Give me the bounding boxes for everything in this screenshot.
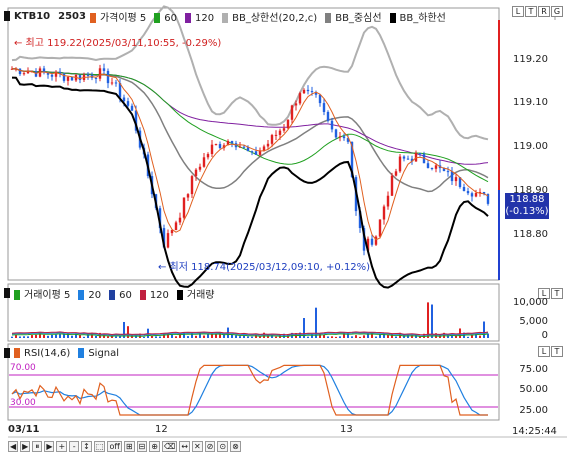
toolbar-button[interactable]: ⊙ bbox=[217, 440, 229, 452]
y-tick-label: 119.20 bbox=[513, 54, 548, 65]
indicator-legend-items: 가격이평 5 60 120 BB_상한선(20,2,c) BB_중심선 BB_하한선 bbox=[89, 9, 454, 24]
y-tick-label: 50.00 bbox=[519, 384, 548, 395]
main-legend: KTB10 2503 가격이평 5 60 120 BB_상한선(20,2,c) BB_중… bbox=[4, 9, 458, 24]
panel-option-button[interactable]: T bbox=[525, 6, 537, 17]
panel-option-button[interactable]: R bbox=[538, 6, 550, 17]
toolbar-button[interactable]: off bbox=[107, 440, 122, 452]
panel-option-button[interactable]: T bbox=[551, 346, 563, 357]
bb-lower-line bbox=[11, 76, 489, 289]
y-tick-label: 0 bbox=[541, 330, 548, 341]
y-tick-label: 25.00 bbox=[519, 405, 548, 416]
panel-option-button[interactable]: L bbox=[538, 346, 550, 357]
toolbar-button[interactable]: ⊗ bbox=[230, 440, 241, 452]
rsi-lines bbox=[9, 364, 498, 416]
low-annotation: ← 최저 118.74(2025/03/12,09:10, +0.12%) bbox=[158, 262, 371, 273]
toolbar-button[interactable]: ⬚ bbox=[93, 440, 106, 452]
bb-middle-line bbox=[11, 67, 489, 193]
volume_panel-legend-item[interactable]: 20 bbox=[78, 289, 105, 301]
x-time: 14:25:44 bbox=[512, 426, 557, 437]
rsi-level-low: 30.00 bbox=[10, 398, 36, 408]
toolbar-button[interactable]: ↕ bbox=[81, 440, 92, 452]
volume_panel-legend-item[interactable]: 60 bbox=[109, 289, 136, 301]
ma60-line bbox=[11, 68, 489, 183]
high-annotation: ← 최고 119.22(2025/03/11,10:55, -0.29%) bbox=[14, 38, 222, 49]
y-tick-label: 75.00 bbox=[519, 364, 548, 375]
current-price-tag: 118.88 (-0.13%) bbox=[505, 193, 549, 219]
bb-upper-line bbox=[11, 5, 489, 141]
x-label-day2: 12 bbox=[155, 424, 168, 435]
panel-option-button[interactable]: L bbox=[538, 288, 550, 299]
y-tick-label: 118.90 bbox=[513, 185, 548, 196]
toolbar-button[interactable]: ▶ bbox=[44, 440, 55, 452]
main_panel-legend-item[interactable]: 120 bbox=[185, 12, 218, 24]
toolbar-button[interactable]: ⊟ bbox=[136, 440, 148, 452]
toolbar-button[interactable]: ◀ bbox=[8, 440, 19, 452]
current-change: (-0.13%) bbox=[505, 206, 549, 217]
toolbar-button[interactable]: - bbox=[69, 440, 80, 452]
main_panel-legend-item[interactable]: 60 bbox=[154, 12, 181, 24]
y-tick-label: 119.00 bbox=[513, 141, 548, 152]
current-price: 118.88 bbox=[509, 194, 545, 205]
toolbar-button[interactable]: ⏸ bbox=[32, 440, 43, 452]
panel-option-button[interactable]: G bbox=[551, 6, 563, 17]
x-label-day3: 13 bbox=[340, 424, 353, 435]
panel-option-button[interactable]: L bbox=[512, 6, 524, 17]
rsi-level-high: 70.00 bbox=[10, 363, 36, 373]
main_panel-legend-item[interactable]: BB_중심선 bbox=[325, 12, 385, 24]
volume-bars bbox=[11, 302, 489, 338]
y-tick-label: 5,000 bbox=[519, 316, 548, 327]
y-tick-label: 118.80 bbox=[513, 229, 548, 240]
toolbar-button[interactable]: ↔ bbox=[179, 440, 190, 452]
toolbar-button[interactable]: ⌫ bbox=[161, 440, 178, 452]
toolbar-button[interactable]: ✕ bbox=[191, 440, 203, 452]
y-tick-label: 119.10 bbox=[513, 97, 548, 108]
toolbar-button[interactable]: + bbox=[56, 440, 68, 452]
toolbar-button[interactable]: ▶ bbox=[20, 440, 31, 452]
toolbar-button[interactable]: ⊞ bbox=[123, 440, 135, 452]
x-label-day1: 03/11 bbox=[8, 424, 40, 435]
volume_panel-legend-item[interactable]: 거래량 bbox=[176, 289, 219, 301]
rsi_panel-legend-item[interactable]: RSI(14,6) bbox=[14, 347, 74, 359]
ma120-line bbox=[11, 68, 489, 165]
main_panel-legend-item[interactable]: BB_하한선 bbox=[389, 12, 450, 24]
ma5-line bbox=[11, 68, 489, 241]
rsi-legend: RSI(14,6) Signal bbox=[4, 346, 131, 360]
volume_panel-legend-item[interactable]: 거래이평 5 bbox=[14, 289, 74, 301]
panel-option-button[interactable]: T bbox=[551, 288, 563, 299]
y-tick-label: 10,000 bbox=[513, 297, 548, 308]
main_panel-legend-item[interactable]: 가격이평 5 bbox=[89, 12, 150, 24]
symbol-label: KTB10 bbox=[4, 10, 54, 22]
volume-legend: 거래이평 5 20 60 120 거래량 bbox=[4, 286, 227, 301]
volume_panel-legend-item[interactable]: 120 bbox=[139, 289, 173, 301]
code-label: 2503 bbox=[58, 10, 86, 22]
main_panel-legend-item[interactable]: BB_상한선(20,2,c) bbox=[222, 12, 321, 24]
toolbar-button[interactable]: ⊕ bbox=[149, 440, 160, 452]
rsi_panel-legend-item[interactable]: Signal bbox=[78, 347, 123, 359]
chart-toolbar: ◀ ▶ ⏸ ▶ + - ↕ ⬚ off ⊞ ⊟ ⊕ ⌫ ↔ ✕ ⊘ ⊙ ⊗ bbox=[0, 440, 567, 452]
toolbar-button[interactable]: ⊘ bbox=[204, 440, 216, 452]
